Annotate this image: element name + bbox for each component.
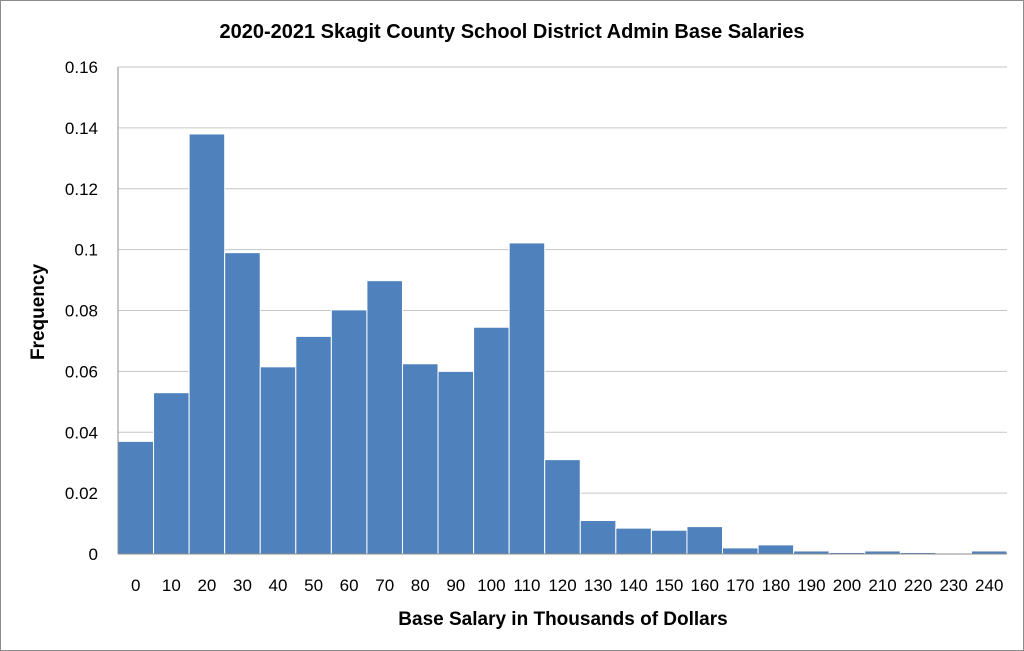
x-axis-label: Base Salary in Thousands of Dollars (398, 609, 727, 630)
y-tick-label: 0.12 (65, 180, 98, 199)
histogram-bar (330, 309, 368, 555)
y-tick-label: 0.08 (65, 302, 98, 321)
x-tick-label: 160 (691, 576, 719, 595)
histogram-bar (153, 392, 190, 555)
x-tick-labels: 0 10 20 30 40 50 60 70 80 90 100 110 120 130 140 150 160… (131, 576, 1003, 595)
x-tick-label: 10 (162, 576, 181, 595)
x-tick-label: 220 (904, 576, 932, 595)
x-tick-label: 200 (833, 576, 861, 595)
histogram-bar (473, 326, 510, 555)
x-tick-label: 70 (375, 576, 394, 595)
histogram-bar (615, 527, 652, 555)
x-tick-label: 180 (762, 576, 790, 595)
x-tick-label: 190 (797, 576, 825, 595)
histogram-bar (544, 459, 581, 555)
bars (117, 133, 1008, 555)
histogram-bar (295, 335, 332, 555)
y-tick-label: 0.06 (65, 362, 98, 381)
x-tick-label: 240 (975, 576, 1003, 595)
x-tick-label: 80 (411, 576, 430, 595)
histogram-bar (508, 242, 546, 555)
x-tick-label: 120 (548, 576, 576, 595)
x-tick-label: 170 (726, 576, 754, 595)
axes (117, 67, 1007, 555)
x-tick-label: 210 (868, 576, 896, 595)
y-axis-label: Frequency (28, 264, 49, 361)
histogram-bar (722, 547, 759, 555)
x-tick-label: 110 (513, 576, 540, 595)
histogram-bar (401, 363, 439, 555)
x-tick-label: 20 (197, 576, 216, 595)
y-tick-label: 0.1 (74, 241, 98, 260)
histogram-bar (224, 252, 261, 555)
histogram-bar (686, 526, 724, 555)
histogram-bar (650, 529, 688, 555)
x-tick-label: 230 (939, 576, 967, 595)
x-tick-label: 0 (131, 576, 140, 595)
histogram-bar (579, 520, 617, 555)
y-tick-label: 0 (89, 545, 98, 564)
x-tick-label: 130 (584, 576, 612, 595)
chart-title: 2020-2021 Skagit County School District … (219, 21, 804, 43)
x-tick-label: 50 (304, 576, 323, 595)
histogram-bar (117, 440, 155, 555)
y-tick-label: 0.02 (65, 484, 98, 503)
x-tick-label: 150 (655, 576, 683, 595)
histogram-bar (188, 133, 226, 555)
y-tick-label: 0.04 (65, 423, 98, 442)
y-tick-label: 0.14 (65, 119, 98, 138)
y-tick-label: 0.16 (65, 58, 98, 77)
x-tick-label: 60 (340, 576, 359, 595)
x-tick-label: 30 (233, 576, 252, 595)
x-tick-label: 100 (477, 576, 505, 595)
x-tick-label: 140 (619, 576, 647, 595)
histogram-bar (366, 280, 403, 555)
histogram-bar (757, 544, 795, 555)
histogram-bar (437, 370, 475, 555)
histogram-bar (259, 366, 297, 555)
x-tick-label: 40 (269, 576, 288, 595)
y-tick-labels: 0 0.02 0.04 0.06 0.08 0.1 0.12 0.14 0.16 (65, 58, 98, 564)
x-tick-label: 90 (446, 576, 465, 595)
